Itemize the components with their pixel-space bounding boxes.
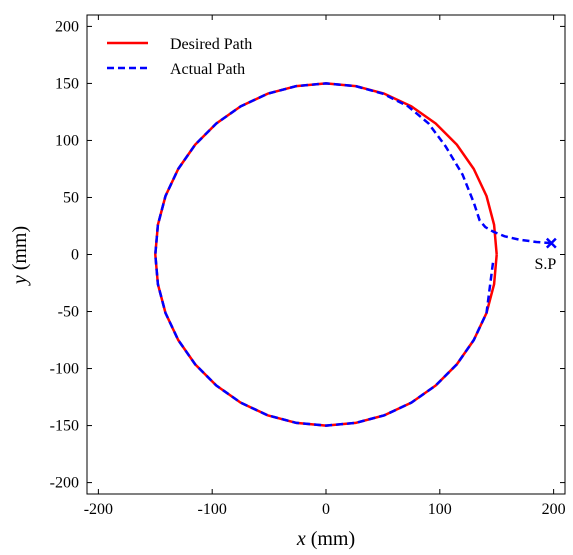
y-axis-ticks: -200 -150 -100 -50 0 50 100 150 200: [50, 18, 565, 492]
plot-content: [154, 82, 552, 427]
x-axis-label: x (mm): [296, 528, 355, 550]
series-line-actual-path: [154, 82, 552, 427]
start-point-marker: [545, 237, 557, 249]
y-tick-label: -150: [50, 418, 79, 435]
x-axis-ticks: -200 -100 0 100 200: [84, 15, 566, 518]
y-tick-label: 50: [63, 189, 79, 206]
y-tick-label: 0: [71, 247, 79, 264]
x-tick-label: -200: [84, 501, 113, 518]
x-tick-label: 200: [542, 501, 566, 518]
legend-label-actual-path: Actual Path: [170, 61, 245, 78]
y-axis-label-unit: (mm): [9, 226, 31, 275]
x-tick-label: -100: [198, 501, 227, 518]
x-axis-label-unit: (mm): [306, 528, 355, 550]
start-point-label: S.P: [534, 256, 556, 273]
y-tick-label: -50: [58, 304, 79, 321]
y-axis-label: y (mm): [9, 226, 31, 286]
y-tick-label: -100: [50, 361, 79, 378]
legend-label-desired-path: Desired Path: [170, 36, 252, 53]
legend: Desired Path Actual Path: [107, 36, 252, 78]
y-tick-label: 200: [55, 18, 79, 35]
y-tick-label: 100: [55, 132, 79, 149]
x-tick-label: 100: [428, 501, 452, 518]
y-tick-label: 150: [55, 75, 79, 92]
x-axis-label-var: x: [296, 528, 306, 550]
y-tick-label: -200: [50, 475, 79, 492]
y-axis-label-var: y: [9, 275, 31, 286]
annotations: S.P: [534, 237, 557, 273]
x-tick-label: 0: [322, 501, 330, 518]
